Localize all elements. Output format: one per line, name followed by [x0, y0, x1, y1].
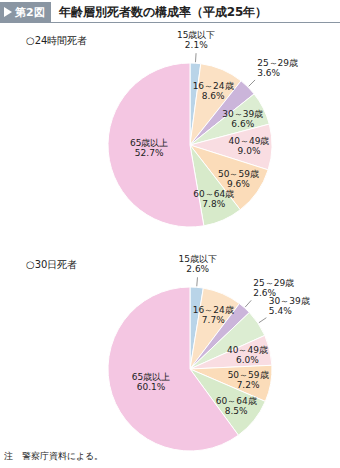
- svg-text:60～64歳8.5%: 60～64歳8.5%: [216, 396, 257, 416]
- svg-text:15歳以下2.6%: 15歳以下2.6%: [179, 254, 217, 274]
- svg-text:40～49歳9.0%: 40～49歳9.0%: [229, 136, 270, 156]
- html-text:25～29歳: 25～29歳: [253, 278, 295, 289]
- svg-text:65歳以上52.7%: 65歳以上52.7%: [130, 138, 168, 158]
- svg-text:60～64歳7.8%: 60～64歳7.8%: [193, 189, 234, 209]
- svg-text:50～59歳7.2%: 50～59歳7.2%: [228, 370, 269, 390]
- svg-text:30～39歳5.4%: 30～39歳5.4%: [269, 296, 310, 316]
- html-text:年齢層別死者数の構成率（平成25年）: 年齢層別死者数の構成率（平成25年）: [58, 4, 268, 19]
- svg-text:40～49歳6.0%: 40～49歳6.0%: [227, 345, 268, 365]
- svg-text:16～24歳7.7%: 16～24歳7.7%: [193, 305, 234, 325]
- html-text:○30日死者: ○30日死者: [26, 259, 78, 270]
- svg-text:50～59歳9.6%: 50～59歳9.6%: [218, 169, 259, 189]
- html-text:2.6%: 2.6%: [253, 288, 277, 299]
- svg-text:25～29歳3.6%: 25～29歳3.6%: [257, 58, 298, 78]
- svg-text:30～39歳6.6%: 30～39歳6.6%: [222, 109, 263, 129]
- svg-text:15歳以下2.1%: 15歳以下2.1%: [177, 30, 215, 50]
- svg-text:65歳以上60.1%: 65歳以上60.1%: [132, 372, 170, 392]
- html-text:注 警察庁資料による。: 注 警察庁資料による。: [4, 451, 103, 461]
- html-text:第2図: 第2図: [15, 5, 45, 19]
- svg-text:16～24歳8.6%: 16～24歳8.6%: [193, 81, 234, 101]
- html-text:○24時間死者: ○24時間死者: [26, 35, 88, 46]
